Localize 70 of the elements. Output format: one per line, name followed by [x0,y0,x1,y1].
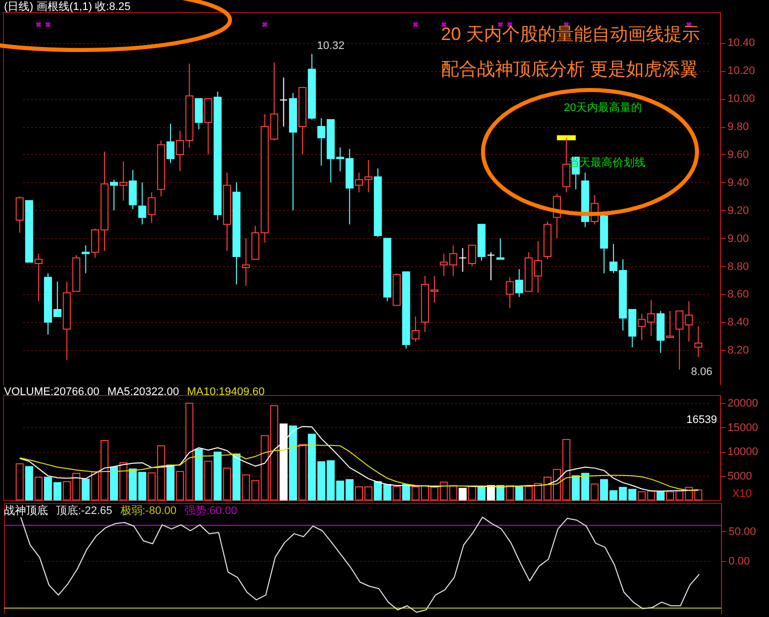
y-tick-label: 10.00 [728,93,756,106]
ref-line-label: 极弱:-80.00 [120,505,176,517]
bar [402,484,410,500]
candlestick [486,252,495,281]
candlestick [138,182,146,225]
y-tick-label: 9.40 [728,176,749,189]
bar [478,486,486,500]
bar [458,488,467,500]
annotation: 20 天内个股的量能自动画线提示 [441,24,700,44]
candlestick [242,238,250,286]
candlestick [34,253,43,302]
candlestick [194,98,203,130]
annotation: 10.32 [317,40,345,52]
y-tick-label: 8.60 [728,288,749,301]
y-tick-label: 8.20 [728,344,749,357]
annotation: 16539 [686,414,717,426]
bar [515,485,524,500]
candlestick [458,248,467,272]
text: MA5:20322.00 [107,386,179,398]
candlestick [666,310,674,338]
bar [110,466,118,500]
candlestick [148,192,156,224]
candlestick [280,77,288,128]
y-tick-label: 5000 [728,470,752,482]
candlestick [16,196,24,234]
annotation: 20天内最高量的 [564,101,642,114]
y-tick-label: 9.00 [728,232,749,245]
candlestick [496,238,504,260]
bar [289,425,298,500]
bar [496,484,504,500]
ref-line-label: 强势:60.00 [184,505,238,517]
y-tick-label: 20000 [728,398,758,410]
y-tick-label: 8.40 [728,316,749,329]
candlestick [562,137,570,193]
candlestick [515,268,524,298]
bar [25,466,34,500]
bar [166,464,175,500]
y-tick-label: 10000 [728,446,758,458]
candlestick [694,326,702,358]
candlestick [166,123,175,164]
y-tick-label: 15000 [728,422,758,434]
line-series [19,444,699,491]
y-tick-label: 10.40 [728,37,756,50]
series-label: 顶底:-22.65 [56,505,112,517]
bar [194,448,203,500]
text: MA10:19409.60 [186,386,265,398]
candlestick [119,160,128,202]
chart-title: (日线) 画根线(1,1) 收:8.25 [4,1,131,13]
y-tick-label: 9.60 [728,148,749,161]
bar [232,454,240,500]
line-series [20,516,700,613]
bar [656,490,665,500]
y-tick-label: 50.00 [728,526,756,538]
candlestick [412,316,420,342]
annotation: 8.06 [691,366,712,378]
candlestick [506,276,514,309]
text: X10 [732,488,752,500]
candlestick [110,179,118,211]
bar [82,478,90,500]
candlestick [128,169,137,210]
candlestick [468,244,476,267]
chart-title: VOLUME:20766.00 [4,386,100,398]
y-tick-label: 10.20 [728,65,756,78]
y-tick-label: 9.80 [728,121,749,134]
y-tick-label: 8.80 [728,260,749,273]
bar [214,452,222,500]
candlestick [204,98,212,155]
annotation: 配合战神顶底分析 更是如虎添翼 [441,59,698,79]
y-tick-label: 0.00 [728,555,750,568]
y-tick-label: 9.20 [728,204,749,217]
